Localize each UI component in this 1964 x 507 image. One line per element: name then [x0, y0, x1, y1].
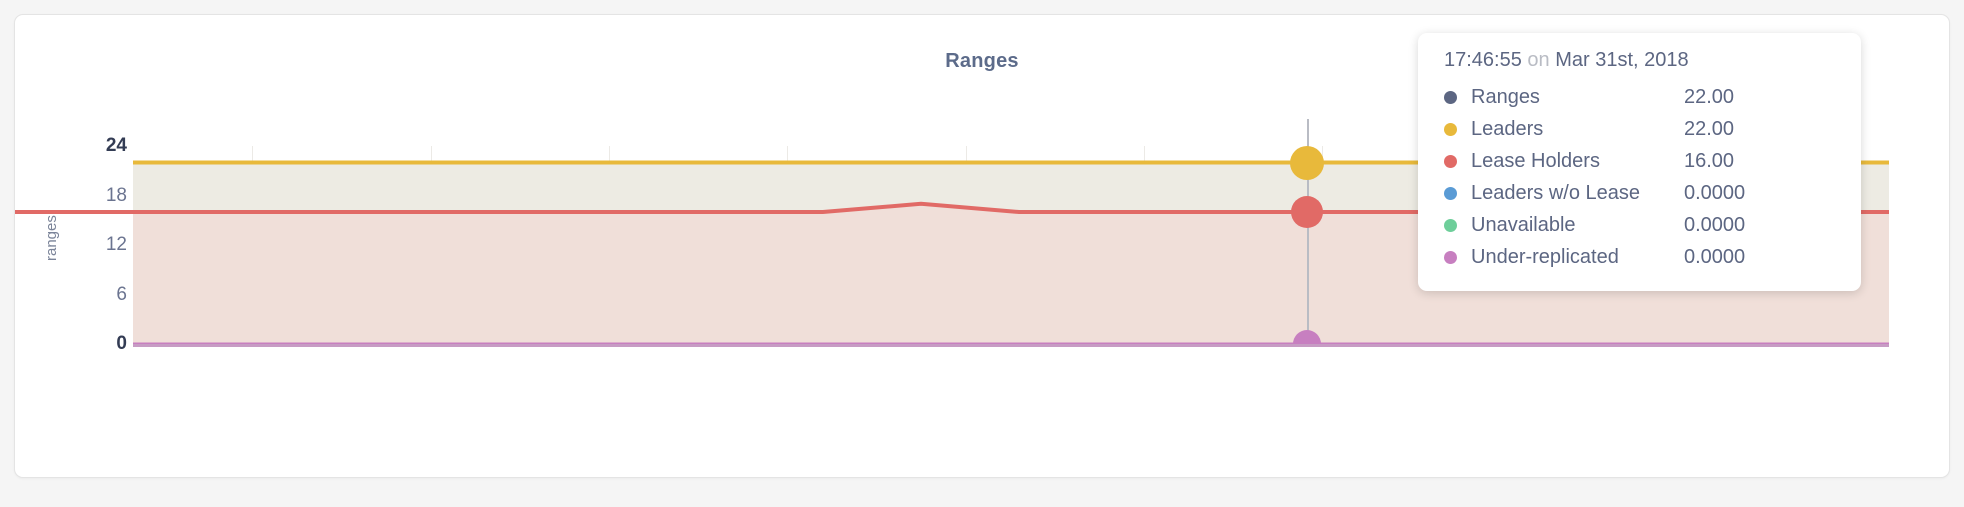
series-color-dot-icon	[1444, 218, 1457, 232]
axis-mask	[133, 347, 1889, 377]
tooltip-series-value: 0.0000	[1684, 213, 1746, 236]
y-tick-label: 0	[116, 333, 127, 354]
series-color-dot-icon	[1444, 122, 1457, 136]
y-tick-label: 18	[105, 184, 127, 206]
tooltip-series-value: 0.0000	[1684, 245, 1746, 268]
y-tick-label: 12	[105, 234, 127, 255]
tooltip-row: Unavailable 0.0000	[1444, 209, 1835, 241]
tooltip-date: Mar 31st, 2018	[1555, 49, 1689, 71]
page-title: Ranges	[945, 50, 1019, 72]
tooltip-row: Leaders 22.00	[1444, 113, 1835, 145]
tooltip-series-value: 0.0000	[1684, 181, 1746, 204]
zero-baseline	[133, 344, 1889, 347]
y-tick-label: 6	[116, 283, 127, 305]
tooltip-series-value: 22.00	[1684, 117, 1735, 140]
tooltip-series-value: 22.00	[1684, 85, 1735, 108]
tooltip-timestamp: 17:46:55 on Mar 31st, 2018	[1444, 49, 1835, 72]
y-tick-label: 24	[105, 135, 127, 156]
tooltip-series-label: Ranges	[1471, 85, 1540, 108]
series-color-dot-icon	[1444, 154, 1457, 168]
tooltip-series-label: Leaders	[1471, 117, 1544, 140]
series-color-dot-icon	[1444, 90, 1457, 104]
cursor-crosshair	[1307, 119, 1310, 344]
tooltip-row: Lease Holders 16.00	[1444, 145, 1835, 177]
tooltip-row: Ranges 22.00	[1444, 81, 1835, 113]
series-color-dot-icon	[1444, 250, 1457, 264]
tooltip-rows: Ranges 22.00 Leaders 22.00 Lease Holders 16.0…	[1444, 81, 1835, 273]
series-color-dot-icon	[1444, 186, 1457, 200]
tooltip-series-value: 16.00	[1684, 149, 1735, 172]
lease-holders-line	[15, 201, 1889, 214]
y-axis-ticks: 24 18 12 6 0	[75, 15, 127, 507]
hover-marker	[1291, 196, 1324, 228]
tooltip-row: Leaders w/o Lease 0.0000	[1444, 177, 1835, 209]
hover-tooltip: 17:46:55 on Mar 31st, 2018 Ranges 22.00 Le…	[1418, 33, 1861, 291]
tooltip-series-label: Lease Holders	[1471, 149, 1600, 172]
tooltip-series-label: Unavailable	[1471, 213, 1576, 236]
hover-marker	[1290, 145, 1325, 180]
tooltip-separator: on	[1527, 49, 1550, 71]
tooltip-series-label: Leaders w/o Lease	[1471, 181, 1641, 204]
tooltip-series-label: Under-replicated	[1471, 245, 1619, 268]
tooltip-time: 17:46:55	[1444, 49, 1522, 71]
tooltip-row: Under-replicated 0.0000	[1444, 241, 1835, 273]
